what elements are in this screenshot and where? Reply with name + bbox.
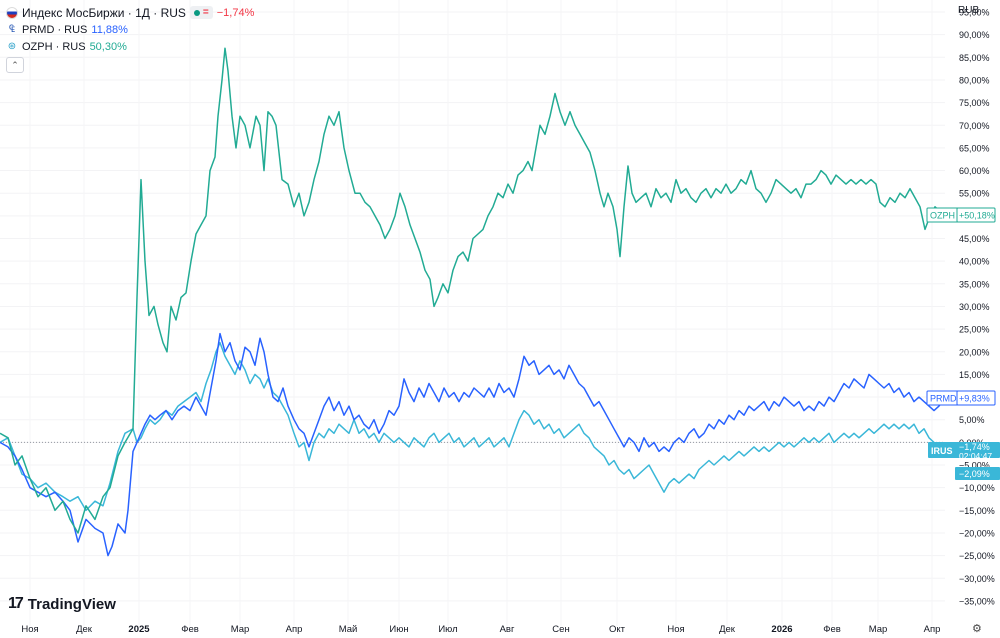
x-tick-label: Авг — [500, 624, 515, 635]
y-tick-label: 90,00% — [959, 30, 990, 40]
y-tick-label: 15,00% — [959, 370, 990, 380]
y-tick-label: 20,00% — [959, 347, 990, 357]
y-tick-label: 80,00% — [959, 75, 990, 85]
y-tick-label: 25,00% — [959, 325, 990, 335]
x-tick-label: Апр — [924, 624, 941, 635]
irus-end-symbol: IRUS — [931, 446, 953, 456]
y-tick-label: −15,00% — [959, 506, 995, 516]
x-tick-label: Дек — [719, 624, 736, 635]
series-group — [0, 47, 946, 557]
tradingview-logo[interactable]: 17 TradingView — [8, 595, 116, 613]
market-open-dot-icon — [193, 9, 200, 16]
x-tick-label: 2025 — [128, 624, 150, 635]
grid-lines — [0, 11, 945, 602]
russia-flag-icon — [6, 6, 18, 19]
y-tick-label: 45,00% — [959, 234, 990, 244]
y-tick-label: 65,00% — [959, 143, 990, 153]
x-tick-label: Май — [339, 624, 358, 635]
irus-end-value: −1,74% — [959, 442, 990, 452]
y-tick-label: 55,00% — [959, 189, 990, 199]
y-tick-label: 75,00% — [959, 98, 990, 108]
irus-end-time: 02:04:47 — [959, 451, 992, 461]
prmd-end-symbol: PRMD — [930, 393, 957, 403]
status-pill[interactable]: = — [189, 6, 213, 19]
x-tick-label: Дек — [76, 624, 93, 635]
legend-symbol: PRMD · RUS — [22, 23, 88, 36]
x-tick-label: Ноя — [21, 624, 38, 635]
legend: Индекс МосБиржи · 1Д · RUS = −1,74% ₠ PR… — [6, 4, 254, 73]
chevron-up-icon: ⌃ — [11, 60, 19, 70]
x-tick-label: Фев — [823, 624, 841, 635]
legend-row-prmd[interactable]: ₠ PRMD · RUS 11,88% — [6, 21, 254, 38]
y-tick-label: −10,00% — [959, 483, 995, 493]
y-tick-label: −25,00% — [959, 551, 995, 561]
x-tick-label: Ноя — [667, 624, 684, 635]
y-tick-label: −30,00% — [959, 574, 995, 584]
x-tick-label: Апр — [286, 624, 303, 635]
y-tick-label: 5,00% — [959, 415, 985, 425]
y-tick-label: 35,00% — [959, 279, 990, 289]
x-tick-label: Июн — [389, 624, 408, 635]
x-tick-label: Мар — [231, 624, 250, 635]
series-line-ozph — [0, 47, 946, 534]
legend-symbol: OZPH · RUS — [22, 40, 86, 53]
y-tick-label: −35,00% — [959, 596, 995, 606]
series-end-labels: OZPH +50,18%PRMD +9,83%IRUS −1,74%02:04:47−… — [926, 207, 1000, 481]
price-scale[interactable]: 95,00% 90,00% 85,00% 80,00% 75,00% 70,00% 65,0… — [959, 8, 995, 607]
prmd-end-value: +9,83% — [959, 393, 990, 403]
series-line-индекс мосбиржи — [0, 341, 946, 512]
legend-change: 50,30% — [89, 40, 127, 53]
time-scale[interactable]: Ноя Дек 2025 Фев Мар Апр Май Июн Июл Авг Сен Окт Ноя… — [21, 624, 940, 635]
x-tick-label: Мар — [869, 624, 888, 635]
main-symbol-title: Индекс МосБиржи · 1Д · RUS — [22, 5, 186, 20]
irus-end-badge — [928, 442, 1000, 459]
main-symbol-change: −1,74% — [216, 6, 255, 19]
tradingview-mark-icon: 17 — [8, 595, 24, 612]
y-tick-label: 95,00% — [959, 8, 990, 18]
series-line-prmd — [0, 332, 946, 557]
ozph-end-value-box — [956, 207, 996, 223]
y-tick-label: 85,00% — [959, 53, 990, 63]
prmd-end-value-box — [956, 390, 996, 406]
y-tick-label: −20,00% — [959, 528, 995, 538]
main-symbol-row[interactable]: Индекс МосБиржи · 1Д · RUS = −1,74% — [6, 4, 254, 21]
y-tick-label: 70,00% — [959, 121, 990, 131]
prmd-logo-icon: ₠ — [9, 23, 15, 35]
secondary-value-badge — [955, 467, 1000, 481]
x-tick-label: Июл — [438, 624, 457, 635]
y-tick-label: −5,00% — [959, 461, 990, 471]
y-tick-label: 60,00% — [959, 166, 990, 176]
settings-gear-icon[interactable]: ⚙ — [972, 623, 982, 635]
ozph-end-value: +50,18% — [959, 210, 995, 220]
collapse-legend-button[interactable]: ⌃ — [6, 57, 24, 73]
x-tick-label: Окт — [609, 624, 626, 635]
brand-name: TradingView — [27, 595, 116, 613]
y-tick-label: 40,00% — [959, 257, 990, 267]
x-tick-label: Сен — [552, 624, 569, 635]
ozph-end-symbol: OZPH — [930, 210, 955, 220]
secondary-value-text: −2,09% — [959, 469, 990, 479]
legend-change: 11,88% — [91, 23, 128, 36]
legend-row-ozph[interactable]: ⊛ OZPH · RUS 50,30% — [6, 38, 254, 55]
ozph-logo-icon: ⊛ — [7, 40, 17, 52]
x-tick-label: Фев — [181, 624, 199, 635]
currency-label[interactable]: RUB — [958, 5, 980, 16]
equal-icon: = — [202, 6, 209, 18]
x-tick-label: 2026 — [771, 624, 792, 635]
y-tick-label: 30,00% — [959, 302, 990, 312]
